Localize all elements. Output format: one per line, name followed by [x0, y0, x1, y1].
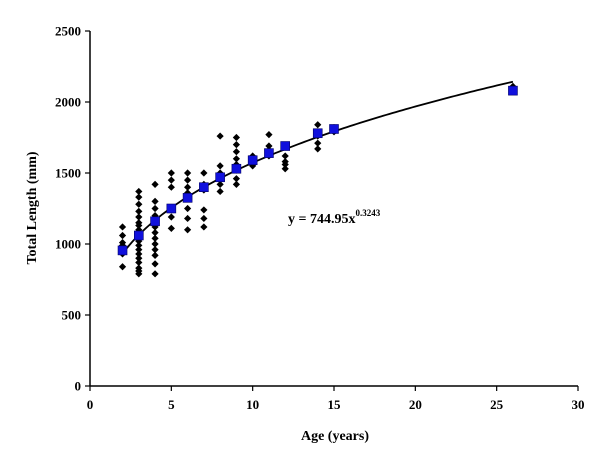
mean-points: [117, 85, 518, 256]
x-tick-label: 20: [409, 397, 422, 412]
observed-point: [200, 214, 208, 223]
observed-point: [200, 206, 208, 214]
observed-point: [265, 142, 273, 150]
mean-point: [134, 230, 144, 241]
mean-point: [215, 172, 225, 183]
observed-point: [167, 169, 175, 177]
x-tick-label: 10: [246, 397, 259, 412]
observed-point: [135, 193, 143, 201]
y-tick-label: 1000: [55, 237, 81, 252]
observed-point: [135, 213, 143, 221]
observed-point: [216, 187, 224, 196]
observed-point: [135, 187, 143, 196]
observed-point: [151, 197, 159, 205]
observed-point: [314, 145, 322, 153]
y-tick-label: 2000: [55, 95, 81, 110]
observed-point: [184, 183, 192, 191]
x-tick-label: 5: [168, 397, 175, 412]
observed-point: [200, 223, 208, 231]
x-tick-label: 15: [328, 397, 342, 412]
mean-point: [280, 141, 291, 151]
observed-point: [135, 246, 143, 254]
mean-point: [264, 148, 274, 158]
observed-point: [151, 246, 159, 254]
mean-point: [247, 155, 258, 166]
y-axis-title: Total Length (mm): [25, 151, 40, 264]
mean-point: [117, 245, 128, 256]
mean-point: [312, 128, 323, 139]
observed-point: [184, 176, 192, 184]
observed-point: [118, 231, 127, 240]
observed-point: [232, 175, 240, 183]
observed-point: [135, 264, 143, 272]
observed-point: [118, 223, 127, 231]
observed-point: [167, 183, 175, 191]
y-tick-label: 0: [75, 379, 82, 394]
observed-point: [135, 241, 143, 250]
y-tick-label: 500: [62, 308, 82, 323]
observed-point: [200, 169, 208, 177]
mean-point: [329, 124, 339, 134]
mean-point: [508, 85, 518, 96]
y-tick-label: 1500: [55, 166, 81, 181]
observed-point: [216, 162, 224, 170]
x-tick-label: 25: [490, 397, 504, 412]
observed-point: [314, 139, 322, 147]
observed-point: [281, 152, 289, 160]
observed-point: [265, 131, 273, 139]
observed-point: [281, 158, 289, 166]
equation-text: y = 744.95x: [288, 212, 355, 227]
observed-point: [184, 169, 192, 177]
observed-point: [314, 121, 322, 129]
observed-point: [151, 234, 159, 242]
observed-point: [151, 260, 159, 268]
observed-point: [216, 180, 224, 188]
x-axis-title: Age (years): [301, 429, 369, 444]
observed-point: [151, 204, 159, 213]
observed-point: [151, 251, 159, 259]
observed-point: [232, 148, 240, 156]
x-tick-label: 0: [87, 397, 94, 412]
mean-point: [199, 182, 209, 192]
observed-points: [118, 82, 517, 278]
observed-point: [281, 165, 289, 173]
observed-point: [167, 224, 175, 232]
mean-point: [150, 216, 160, 227]
y-tick-label: 2500: [55, 24, 81, 39]
observed-point: [135, 219, 143, 227]
observed-point: [167, 213, 175, 221]
observed-point: [135, 254, 143, 262]
observed-point: [184, 204, 192, 213]
equation-exponent: 0.3243: [355, 208, 380, 218]
observed-point: [118, 238, 127, 247]
observed-point: [135, 200, 143, 208]
observed-point: [232, 155, 240, 163]
observed-point: [184, 214, 192, 223]
fit-curve: [121, 80, 514, 255]
observed-point: [151, 180, 159, 188]
observed-point: [184, 226, 192, 234]
fit-curve-layer: [121, 80, 514, 255]
equation-label: y = 744.95x0.3243: [288, 208, 381, 227]
mean-point: [166, 203, 177, 214]
mean-point: [231, 163, 242, 174]
observed-point: [232, 133, 240, 142]
observed-point: [135, 258, 143, 267]
observed-point: [135, 250, 143, 258]
observed-point: [135, 207, 143, 215]
y-ticks: 0 500 1000 1500 2000 2500: [55, 24, 90, 394]
x-ticks: 0 5 10 15 20 25 30: [87, 386, 585, 412]
observed-point: [216, 132, 224, 140]
mean-point: [182, 193, 193, 203]
x-tick-label: 30: [572, 397, 585, 412]
observed-point: [151, 240, 159, 248]
observed-point: [118, 263, 127, 271]
observed-point: [167, 176, 175, 184]
observed-point: [232, 180, 240, 188]
observed-point: [151, 229, 159, 237]
observed-point: [232, 141, 240, 149]
observed-point: [151, 270, 159, 278]
